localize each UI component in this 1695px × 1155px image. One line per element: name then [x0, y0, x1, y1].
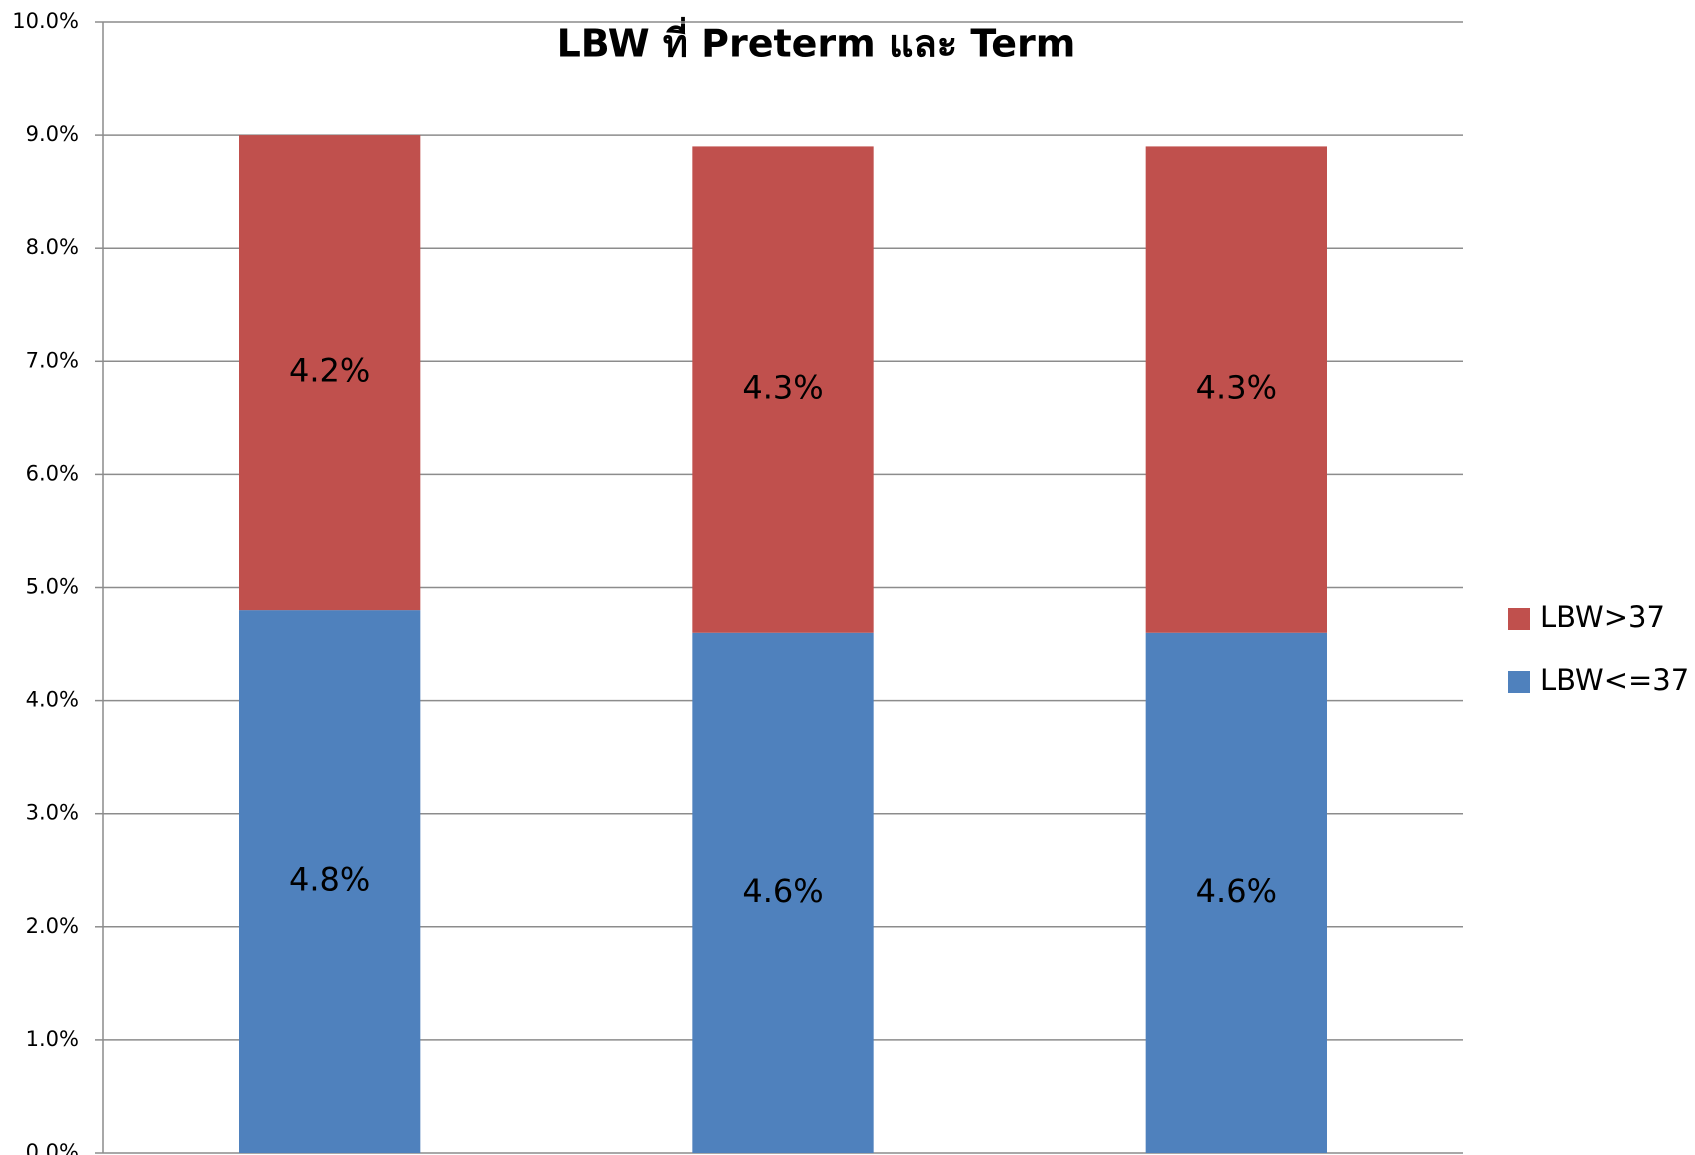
bar-segment: [1145, 632, 1327, 1153]
y-tick-label: 1.0%: [26, 1027, 79, 1051]
legend-swatch: [1508, 608, 1530, 630]
data-label: 4.6%: [1196, 872, 1277, 910]
y-tick-label: 8.0%: [26, 235, 79, 259]
data-label: 4.8%: [289, 861, 370, 899]
bar-segment: [239, 610, 421, 1153]
data-label: 4.2%: [289, 352, 370, 390]
chart-title: LBW ที่ Preterm และ Term: [557, 17, 1076, 66]
y-tick-label: 6.0%: [26, 461, 79, 485]
bar-segment: [239, 135, 421, 611]
y-tick-label: 10.0%: [12, 9, 79, 33]
y-tick-label: 4.0%: [26, 688, 79, 712]
data-label: 4.3%: [742, 369, 823, 407]
y-tick-label: 7.0%: [26, 348, 79, 372]
bar-segment: [692, 146, 874, 633]
data-label: 4.3%: [1196, 369, 1277, 407]
y-tick-label: 2.0%: [26, 914, 79, 938]
y-tick-label: 5.0%: [26, 575, 79, 599]
legend-swatch: [1508, 671, 1530, 693]
legend-label: LBW>37: [1540, 600, 1665, 634]
bar-segment: [1145, 146, 1327, 633]
data-label: 4.6%: [742, 872, 823, 910]
y-tick-label: 0.0%: [26, 1140, 79, 1155]
y-tick-label: 9.0%: [26, 122, 79, 146]
y-tick-label: 3.0%: [26, 801, 79, 825]
bar-segment: [692, 632, 874, 1153]
legend-label: LBW<=37: [1540, 663, 1689, 697]
